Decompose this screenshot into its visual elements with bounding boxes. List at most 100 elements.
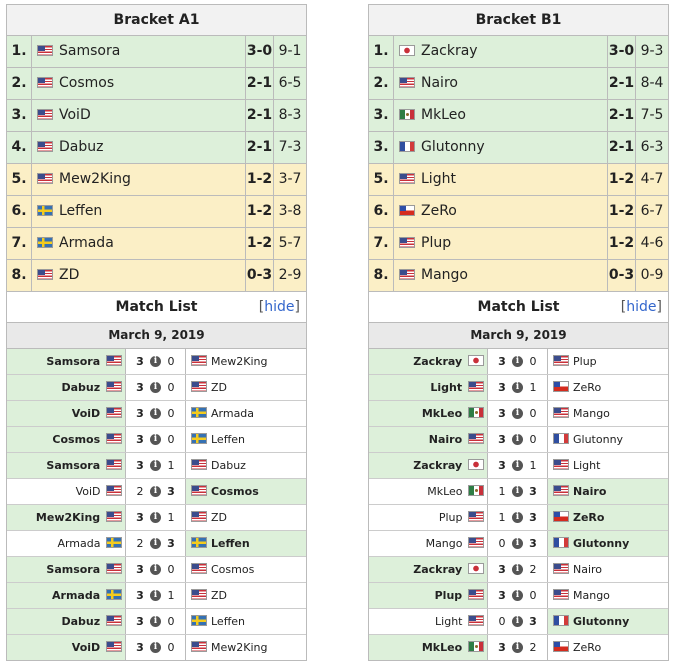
player-name[interactable]: Leffen [59,203,103,219]
player-name[interactable]: Armada [211,407,255,420]
match-player-left[interactable]: Mew2King [7,505,126,530]
player-name[interactable]: MkLeo [421,641,463,654]
info-icon[interactable]: i [512,356,523,367]
player-name[interactable]: Glutonny [421,139,485,155]
player-name[interactable]: Plup [421,235,452,251]
standing-player[interactable]: Dabuz [32,132,246,163]
player-name[interactable]: Glutonny [573,537,630,550]
match-player-right[interactable]: Mango [548,401,668,426]
player-name[interactable]: Samsora [46,459,101,472]
match-player-left[interactable]: MkLeo [369,479,488,504]
player-name[interactable]: ZeRo [573,641,602,654]
info-icon[interactable]: i [150,642,161,653]
match-player-left[interactable]: Light [369,609,488,634]
match-player-left[interactable]: VoiD [7,401,126,426]
match-player-left[interactable]: Light [369,375,488,400]
match-player-left[interactable]: Samsora [7,557,126,582]
player-name[interactable]: Mew2King [35,511,101,524]
player-name[interactable]: MkLeo [421,407,463,420]
info-icon[interactable]: i [512,538,523,549]
player-name[interactable]: Light [435,615,463,628]
player-name[interactable]: Plup [573,355,597,368]
player-name[interactable]: Cosmos [59,75,115,91]
match-player-right[interactable]: Plup [548,349,668,374]
match-player-right[interactable]: Leffen [186,609,306,634]
match-player-right[interactable]: Mew2King [186,349,306,374]
match-player-right[interactable]: ZD [186,583,306,608]
match-player-right[interactable]: Glutonny [548,427,668,452]
standing-player[interactable]: Plup [394,228,608,259]
player-name[interactable]: Dabuz [59,139,104,155]
standing-player[interactable]: Glutonny [394,132,608,163]
player-name[interactable]: ZD [211,589,228,602]
match-player-right[interactable]: Nairo [548,479,668,504]
match-player-left[interactable]: Dabuz [7,609,126,634]
match-player-right[interactable]: Armada [186,401,306,426]
match-player-right[interactable]: ZD [186,505,306,530]
info-icon[interactable]: i [150,564,161,575]
standing-player[interactable]: Zackray [394,36,608,67]
hide-toggle[interactable]: [hide] [258,299,300,315]
player-name[interactable]: VoiD [59,107,91,123]
player-name[interactable]: Mango [573,407,610,420]
match-player-left[interactable]: Zackray [369,453,488,478]
player-name[interactable]: Mango [573,589,610,602]
match-player-left[interactable]: VoiD [7,479,126,504]
match-player-right[interactable]: Mew2King [186,635,306,660]
player-name[interactable]: Cosmos [52,433,101,446]
player-name[interactable]: Zackray [413,563,463,576]
player-name[interactable]: Dabuz [61,381,101,394]
player-name[interactable]: Mew2King [211,355,268,368]
match-player-left[interactable]: Nairo [369,427,488,452]
match-player-left[interactable]: VoiD [7,635,126,660]
player-name[interactable]: VoiD [71,641,101,654]
player-name[interactable]: ZeRo [421,203,457,219]
match-player-right[interactable]: Leffen [186,427,306,452]
info-icon[interactable]: i [150,590,161,601]
match-player-left[interactable]: Armada [7,531,126,556]
player-name[interactable]: Armada [52,589,101,602]
player-name[interactable]: Zackray [413,355,463,368]
standing-player[interactable]: Leffen [32,196,246,227]
info-icon[interactable]: i [150,408,161,419]
info-icon[interactable]: i [150,434,161,445]
player-name[interactable]: Mango [425,537,463,550]
player-name[interactable]: Nairo [421,75,458,91]
info-icon[interactable]: i [512,616,523,627]
match-player-left[interactable]: Mango [369,531,488,556]
player-name[interactable]: ZeRo [573,381,602,394]
standing-player[interactable]: ZeRo [394,196,608,227]
match-player-left[interactable]: Zackray [369,349,488,374]
hide-link[interactable]: hide [626,299,657,315]
standing-player[interactable]: Samsora [32,36,246,67]
match-player-right[interactable]: ZeRo [548,375,668,400]
player-name[interactable]: Plup [438,511,463,524]
match-player-left[interactable]: MkLeo [369,635,488,660]
match-player-right[interactable]: ZD [186,375,306,400]
player-name[interactable]: VoiD [75,485,101,498]
info-icon[interactable]: i [512,434,523,445]
player-name[interactable]: Light [430,381,463,394]
standing-player[interactable]: Nairo [394,68,608,99]
player-name[interactable]: Light [421,171,456,187]
standing-player[interactable]: ZD [32,260,246,291]
info-icon[interactable]: i [150,356,161,367]
player-name[interactable]: ZeRo [573,511,605,524]
match-player-right[interactable]: Nairo [548,557,668,582]
match-player-left[interactable]: Dabuz [7,375,126,400]
info-icon[interactable]: i [512,512,523,523]
standing-player[interactable]: MkLeo [394,100,608,131]
match-player-right[interactable]: Cosmos [186,557,306,582]
player-name[interactable]: Leffen [211,433,246,446]
hide-link[interactable]: hide [264,299,295,315]
match-player-left[interactable]: Plup [369,583,488,608]
player-name[interactable]: Dabuz [211,459,246,472]
info-icon[interactable]: i [512,408,523,419]
player-name[interactable]: Armada [57,537,101,550]
match-player-right[interactable]: ZeRo [548,635,668,660]
match-player-left[interactable]: MkLeo [369,401,488,426]
match-player-right[interactable]: Mango [548,583,668,608]
match-player-left[interactable]: Plup [369,505,488,530]
info-icon[interactable]: i [150,512,161,523]
info-icon[interactable]: i [512,564,523,575]
